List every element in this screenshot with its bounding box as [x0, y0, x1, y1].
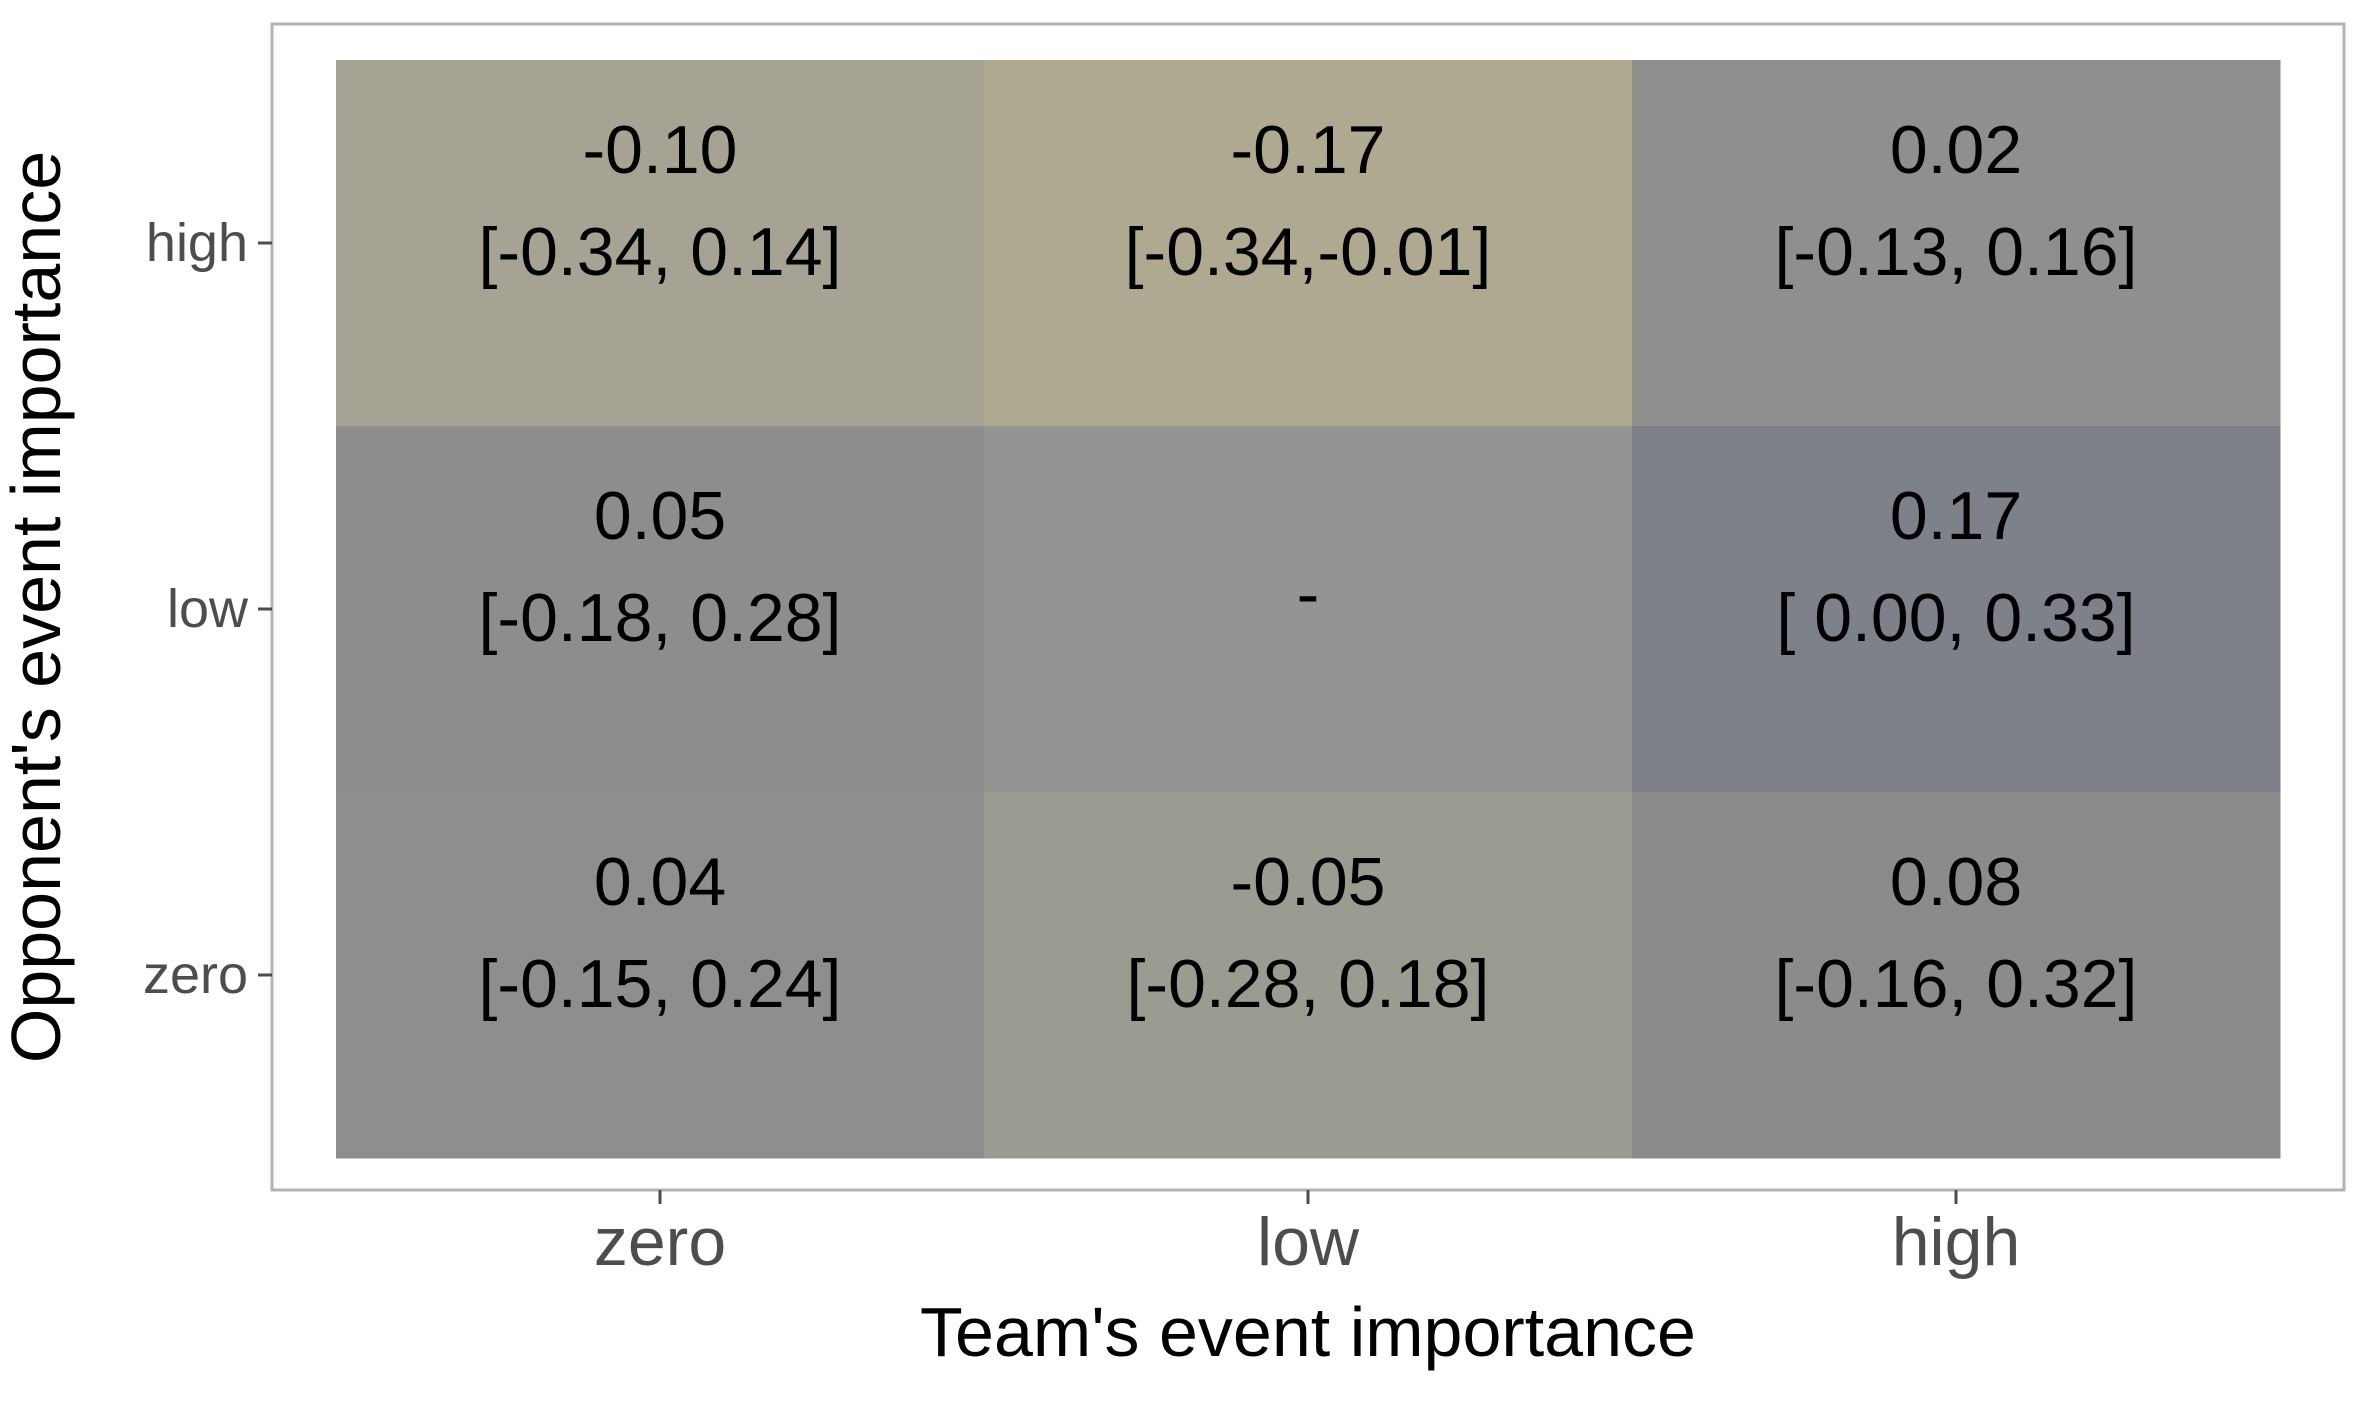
x-tick-label: high [1892, 1204, 2021, 1280]
heatmap-cell-high-low [1632, 426, 2281, 793]
cell-ci-label: [ 0.00, 0.33] [1776, 580, 2135, 656]
heatmap-cell-zero-low [336, 426, 985, 793]
heatmap-cell-high-zero [1632, 792, 2281, 1159]
cell-ci-label: [-0.28, 0.18] [1127, 946, 1490, 1022]
cell-ci-label: [-0.16, 0.32] [1775, 946, 2138, 1022]
x-axis-title: Team's event importance [920, 1293, 1696, 1371]
cell-value-label: -0.17 [1231, 112, 1386, 188]
heatmap-cell-zero-high [336, 60, 985, 427]
heatmap-cell-low-zero [984, 792, 1633, 1159]
x-tick-label: zero [594, 1204, 726, 1280]
cell-ci-label: [-0.18, 0.28] [479, 580, 842, 656]
y-tick-label: high [146, 213, 248, 273]
cell-value-label: 0.08 [1890, 844, 2022, 920]
heatmap-cell-low-high [984, 60, 1633, 427]
y-tick-label: zero [143, 945, 248, 1005]
cell-value-label: 0.05 [594, 478, 726, 554]
heatmap-cell-low-low [984, 426, 1633, 793]
x-tick-label: low [1257, 1204, 1360, 1280]
cell-ci-label: [-0.13, 0.16] [1775, 214, 2138, 290]
axis-ticks: zero low high zero low high [143, 213, 2020, 1280]
cell-value-label: -0.05 [1231, 844, 1386, 920]
cell-value-label: - [1297, 556, 1320, 632]
y-axis-title: Opponent's event importance [0, 151, 75, 1063]
cell-ci-label: [-0.34,-0.01] [1125, 214, 1492, 290]
cell-value-label: 0.02 [1890, 112, 2022, 188]
cell-ci-label: [-0.15, 0.24] [479, 946, 842, 1022]
y-tick-label: low [167, 579, 249, 639]
heatmap-cells: -0.10[-0.34, 0.14]-0.17[-0.34,-0.01]0.02… [336, 60, 2281, 1159]
heatmap-cell-zero-zero [336, 792, 985, 1159]
cell-value-label: -0.10 [583, 112, 738, 188]
cell-value-label: 0.04 [594, 844, 726, 920]
heatmap-cell-high-high [1632, 60, 2281, 427]
cell-value-label: 0.17 [1890, 478, 2022, 554]
cell-ci-label: [-0.34, 0.14] [479, 214, 842, 290]
